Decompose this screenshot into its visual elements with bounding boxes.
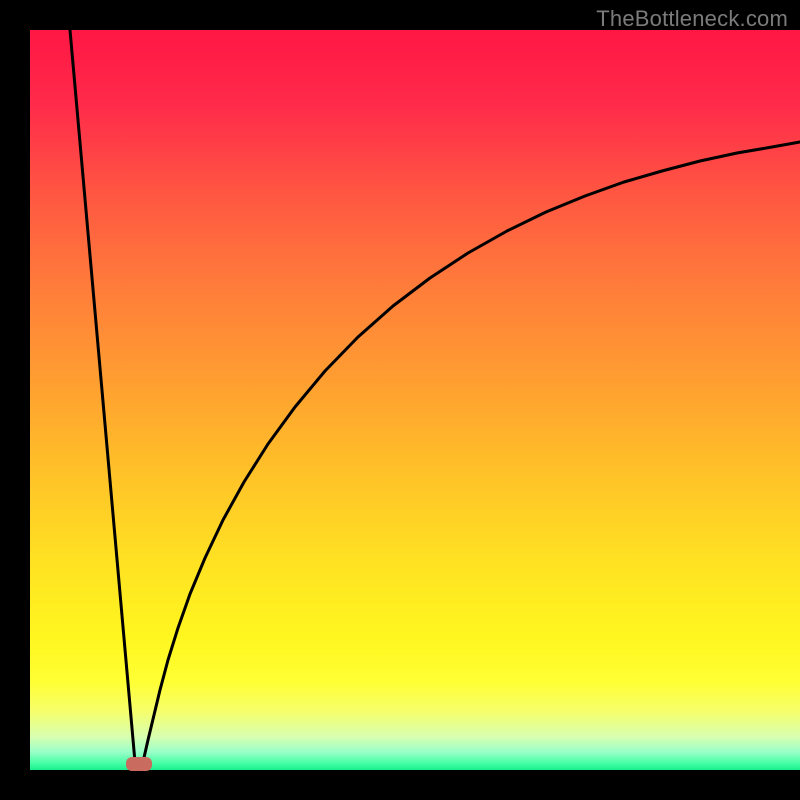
chart-container: TheBottleneck.com <box>0 0 800 800</box>
plot-area <box>30 30 800 770</box>
watermark-text: TheBottleneck.com <box>596 6 788 32</box>
bottleneck-curve <box>30 30 800 770</box>
optimal-point-marker <box>126 757 152 771</box>
